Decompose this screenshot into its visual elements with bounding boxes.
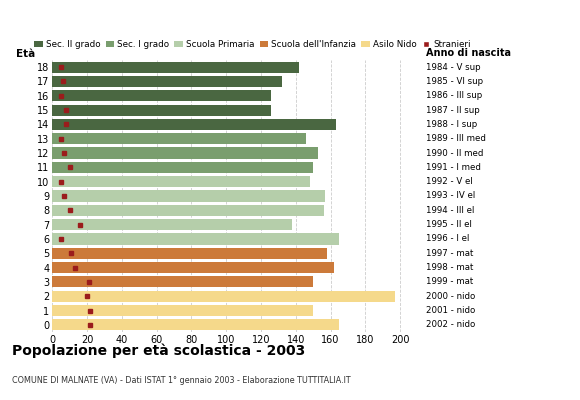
Text: 1988 - I sup: 1988 - I sup	[426, 120, 477, 129]
Text: 1993 - IV el: 1993 - IV el	[426, 192, 476, 200]
Bar	[52, 190, 325, 202]
Text: 1991 - I med: 1991 - I med	[426, 163, 481, 172]
Text: 1986 - III sup: 1986 - III sup	[426, 91, 483, 100]
Text: 1999 - mat: 1999 - mat	[426, 277, 473, 286]
Text: 1989 - III med: 1989 - III med	[426, 134, 486, 143]
Bar	[52, 233, 339, 244]
Bar	[52, 291, 395, 302]
Bar	[52, 319, 339, 330]
Bar	[52, 176, 310, 187]
Bar	[52, 148, 318, 159]
Bar	[52, 162, 313, 173]
Bar	[52, 76, 282, 87]
Text: Età: Età	[16, 49, 35, 59]
Text: 1992 - V el: 1992 - V el	[426, 177, 473, 186]
Text: 1997 - mat: 1997 - mat	[426, 249, 474, 258]
Text: 1985 - VI sup: 1985 - VI sup	[426, 77, 483, 86]
Bar	[52, 248, 327, 259]
Bar	[52, 90, 271, 101]
Text: 1995 - II el: 1995 - II el	[426, 220, 472, 229]
Text: 1996 - I el: 1996 - I el	[426, 234, 470, 244]
Text: 2001 - nido: 2001 - nido	[426, 306, 476, 315]
Bar	[52, 119, 336, 130]
Bar	[52, 133, 306, 144]
Text: 1990 - II med: 1990 - II med	[426, 148, 484, 158]
Text: Popolazione per età scolastica - 2003: Popolazione per età scolastica - 2003	[12, 344, 305, 358]
Text: Anno di nascita: Anno di nascita	[426, 48, 512, 58]
Text: 2000 - nido: 2000 - nido	[426, 292, 476, 301]
Text: 1994 - III el: 1994 - III el	[426, 206, 474, 215]
Text: 2002 - nido: 2002 - nido	[426, 320, 476, 329]
Bar	[52, 262, 334, 273]
Bar	[52, 305, 313, 316]
Bar	[52, 104, 271, 116]
Legend: Sec. II grado, Sec. I grado, Scuola Primaria, Scuola dell'Infanzia, Asilo Nido, : Sec. II grado, Sec. I grado, Scuola Prim…	[31, 37, 474, 53]
Text: 1984 - V sup: 1984 - V sup	[426, 63, 481, 72]
Bar	[52, 62, 299, 73]
Text: COMUNE DI MALNATE (VA) - Dati ISTAT 1° gennaio 2003 - Elaborazione TUTTITALIA.IT: COMUNE DI MALNATE (VA) - Dati ISTAT 1° g…	[12, 376, 350, 385]
Bar	[52, 219, 292, 230]
Text: 1998 - mat: 1998 - mat	[426, 263, 474, 272]
Text: 1987 - II sup: 1987 - II sup	[426, 106, 480, 115]
Bar	[52, 276, 313, 288]
Bar	[52, 205, 324, 216]
